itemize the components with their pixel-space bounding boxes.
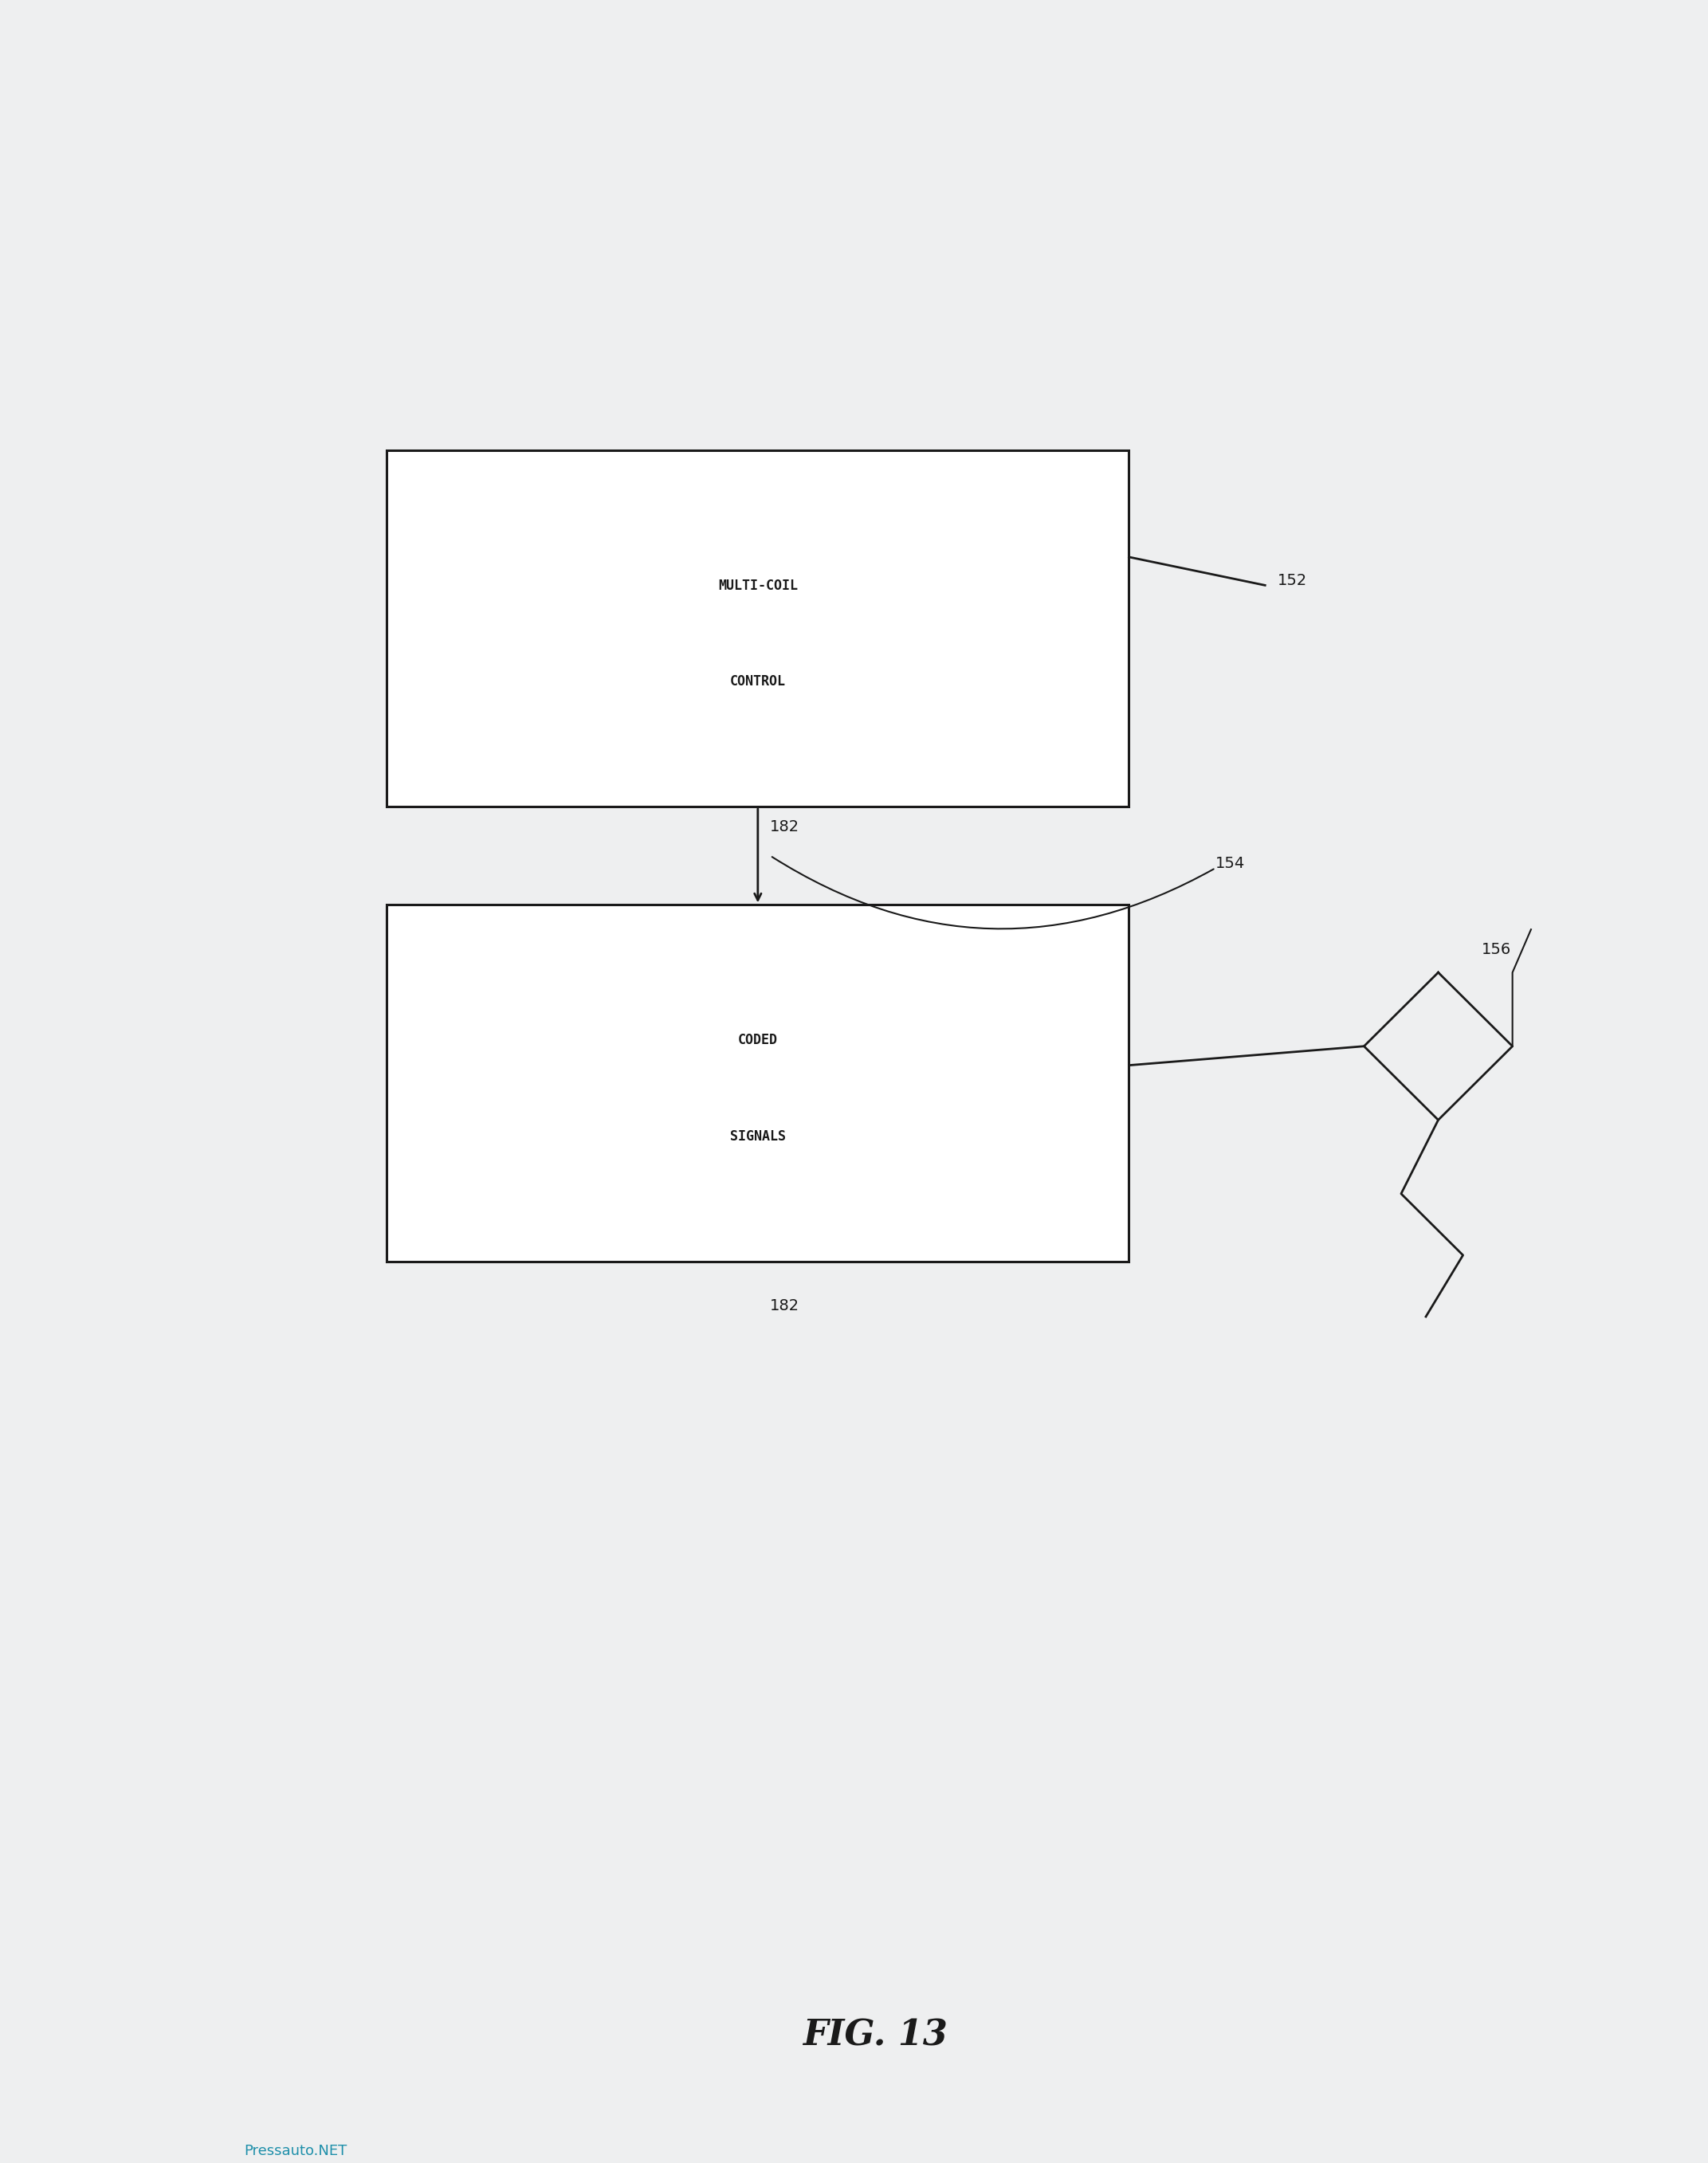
Text: FIG. 13: FIG. 13 — [803, 2018, 948, 2053]
Text: 182: 182 — [770, 820, 799, 835]
Bar — [386, 450, 1129, 807]
Text: SIGNALS: SIGNALS — [729, 1129, 786, 1144]
Text: CONTROL: CONTROL — [729, 675, 786, 690]
Text: 156: 156 — [1481, 943, 1512, 958]
Text: Pressauto.NET: Pressauto.NET — [244, 2144, 347, 2159]
Text: CODED: CODED — [738, 1034, 777, 1047]
Text: 154: 154 — [1216, 857, 1245, 872]
Text: MULTI-COIL: MULTI-COIL — [717, 578, 798, 593]
Bar — [386, 904, 1129, 1261]
Text: 152: 152 — [1278, 573, 1307, 588]
Text: 182: 182 — [770, 1298, 799, 1313]
